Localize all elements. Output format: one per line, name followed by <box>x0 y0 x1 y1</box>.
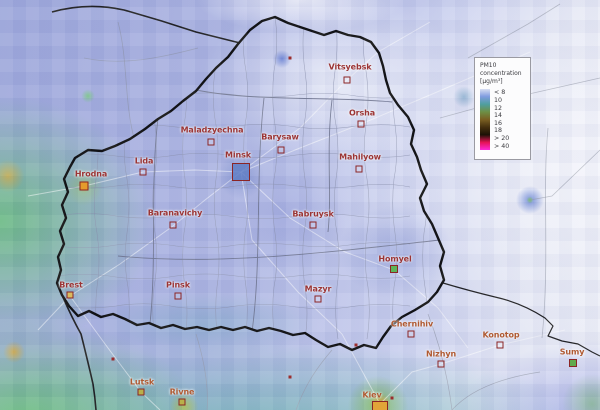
city-label-orsha: Orsha <box>348 108 376 118</box>
city-marker-brest <box>66 291 74 299</box>
legend-entries: < 8 10 12 14 16 18 > 20 > 40 <box>494 89 509 150</box>
city-label-mazyr: Mazyr <box>304 284 332 294</box>
city-marker-homyel <box>390 265 398 273</box>
city-label-babruysk: Babruysk <box>292 209 334 219</box>
city-marker-barysaw <box>277 146 285 154</box>
city-label-minsk: Minsk <box>225 150 251 160</box>
legend-entry: 14 <box>494 112 503 120</box>
foreign-district-borders <box>195 313 541 410</box>
city-marker-lida <box>139 168 147 176</box>
city-label-chernihiv: Chernihiv <box>390 319 434 329</box>
city-label-hrodna: Hrodna <box>74 169 108 179</box>
region-borders <box>117 89 441 333</box>
settlement-dot <box>288 56 292 60</box>
city-marker-sumy <box>569 359 577 367</box>
settlement-dot <box>390 396 394 400</box>
legend-entry: > 20 <box>494 134 510 142</box>
city-marker-lutsk <box>137 388 145 396</box>
legend-entry: 10 <box>494 96 503 104</box>
foreign-road-lines <box>83 3 600 339</box>
city-marker-baranavichy <box>169 221 177 229</box>
road-lines <box>27 21 566 410</box>
city-marker-pinsk <box>174 292 182 300</box>
city-marker-nizhyn <box>437 360 445 368</box>
city-label-kiev: Kiev <box>362 390 382 400</box>
city-label-homyel: Homyel <box>378 254 412 264</box>
legend-entry: 12 <box>494 104 503 112</box>
city-marker-rivne <box>178 398 186 406</box>
city-label-brest: Brest <box>59 280 83 290</box>
legend-scale: < 8 10 12 14 16 18 > 20 > 40 <box>480 89 528 151</box>
city-label-sumy: Sumy <box>559 347 585 357</box>
legend-entry: > 40 <box>494 142 510 150</box>
city-label-barysaw: Barysaw <box>261 132 299 142</box>
city-label-lutsk: Lutsk <box>129 377 155 387</box>
city-marker-orsha <box>357 120 365 128</box>
legend-entry: < 8 <box>494 89 506 97</box>
city-label-konotop: Konotop <box>482 330 520 340</box>
city-marker-maladzyechna <box>207 138 215 146</box>
city-marker-hrodna <box>79 181 89 191</box>
legend-title: PM10 concentration [µg/m³] <box>480 62 522 85</box>
city-label-nizhyn: Nizhyn <box>425 349 457 359</box>
legend-entry: 16 <box>494 119 503 127</box>
legend-colorbar <box>480 89 490 151</box>
settlement-dot <box>354 343 358 347</box>
city-label-lida: Lida <box>134 156 154 166</box>
city-label-mahilyow: Mahilyow <box>339 152 381 162</box>
city-marker-chernihiv <box>407 330 415 338</box>
city-label-pinsk: Pinsk <box>166 280 190 290</box>
city-label-baranavichy: Baranavichy <box>147 208 203 218</box>
city-label-rivne: Rivne <box>169 387 195 397</box>
city-marker-minsk <box>232 163 250 181</box>
city-marker-mazyr <box>314 295 322 303</box>
city-label-maladzyechna: Maladzyechna <box>180 125 244 135</box>
pm10-legend: PM10 concentration [µg/m³] < 8 10 12 14 16 18… <box>474 57 531 160</box>
legend-entry: 18 <box>494 127 503 135</box>
settlement-dot <box>288 375 292 379</box>
city-label-vitsyebsk: Vitsyebsk <box>328 62 372 72</box>
city-marker-mahilyow <box>355 165 363 173</box>
city-marker-vitsyebsk <box>343 76 351 84</box>
settlement-dot <box>111 357 115 361</box>
city-marker-kiev <box>372 401 388 410</box>
foreign-country-borders <box>51 5 600 410</box>
city-marker-konotop <box>496 341 504 349</box>
city-marker-babruysk <box>309 221 317 229</box>
